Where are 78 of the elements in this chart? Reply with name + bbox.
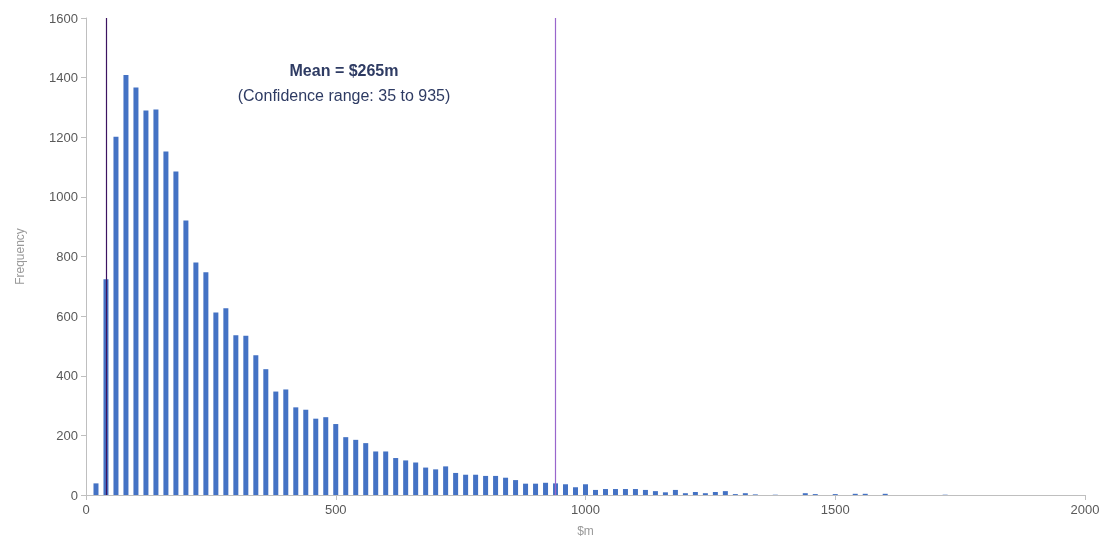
bar [602, 489, 608, 495]
x-tick-label: 1000 [571, 502, 600, 517]
bar [273, 391, 279, 495]
annotation: (Confidence range: 35 to 935) [237, 86, 451, 104]
bar [153, 109, 159, 495]
bar [543, 482, 549, 495]
bar [113, 136, 119, 495]
y-axis-title: Frequency [13, 228, 27, 285]
bar [243, 335, 249, 495]
y-tick-label: 800 [56, 249, 78, 264]
bar [652, 491, 658, 495]
bar [143, 110, 149, 495]
bar [503, 477, 509, 495]
bar [523, 483, 529, 495]
bar [612, 489, 618, 495]
bar [283, 389, 289, 495]
bar [253, 355, 259, 495]
bar [592, 489, 598, 495]
y-tick-label: 1600 [49, 10, 78, 26]
bar [383, 451, 389, 495]
bar [463, 474, 469, 495]
y-tick-label: 1200 [49, 129, 78, 145]
x-axis-title: $m [577, 524, 594, 538]
bar [433, 469, 439, 495]
y-tick-label: 1400 [49, 70, 78, 86]
y-tick-label: 600 [56, 308, 78, 324]
bar [163, 151, 169, 495]
bar [712, 492, 718, 495]
x-tick-label: 2000 [1070, 502, 1100, 517]
bar [573, 487, 579, 495]
bar [93, 483, 99, 495]
bar [393, 458, 399, 495]
bar [223, 308, 229, 495]
bar [642, 489, 648, 495]
bar [493, 475, 499, 495]
bar [533, 483, 539, 495]
x-tick-label: 0 [82, 502, 90, 517]
bar [483, 475, 489, 495]
x-tick-label: 500 [324, 502, 347, 517]
bar [563, 484, 569, 495]
bar [632, 489, 638, 495]
bar [353, 439, 359, 495]
y-tick-label: 1000 [49, 189, 78, 205]
bar [672, 489, 678, 495]
bar [293, 407, 299, 495]
bar [692, 492, 698, 495]
bar [203, 272, 209, 495]
y-tick-label: 0 [70, 487, 78, 503]
bar [443, 466, 449, 495]
bar [173, 171, 179, 495]
bar [583, 484, 588, 495]
bar [233, 335, 239, 495]
bar [453, 472, 459, 495]
bar [722, 491, 728, 495]
bar [363, 443, 369, 495]
bar [123, 74, 129, 495]
y-tick-label: 400 [56, 368, 78, 384]
bar [423, 467, 429, 495]
bar [413, 462, 419, 495]
annotation: Mean = $265m [289, 61, 399, 79]
bar [662, 492, 668, 495]
bar [303, 409, 309, 495]
bar [263, 369, 269, 495]
bar [323, 417, 329, 495]
bar [333, 424, 339, 495]
bar [343, 437, 349, 495]
x-tick-label: 1500 [820, 502, 850, 517]
bar [213, 312, 219, 495]
y-tick-label: 200 [56, 427, 78, 443]
bar [313, 418, 319, 495]
bar [193, 262, 199, 495]
bar [513, 480, 519, 495]
bar [473, 474, 479, 495]
bar [133, 87, 139, 495]
bar [622, 489, 628, 495]
bar [183, 220, 189, 495]
bar [373, 451, 379, 495]
bar [403, 460, 409, 495]
